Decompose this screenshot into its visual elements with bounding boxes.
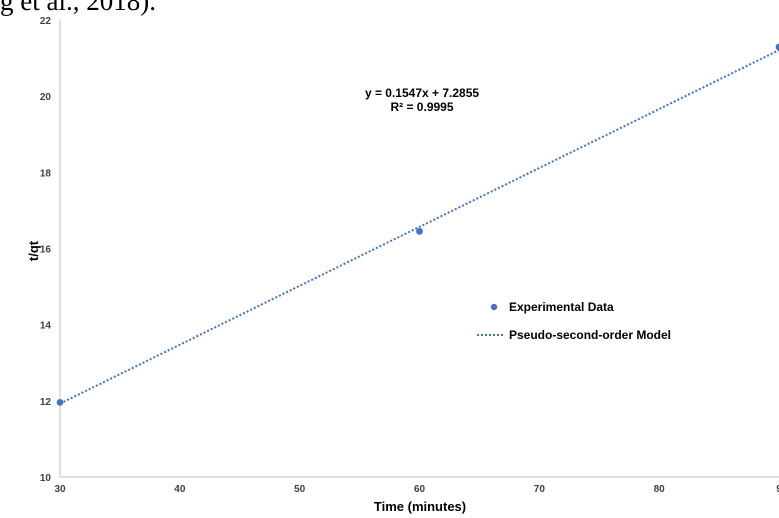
r-squared-label: R² = 0.9995 xyxy=(390,100,453,114)
x-tick-label: 80 xyxy=(654,484,666,495)
x-tick-label: 70 xyxy=(534,484,546,495)
legend-marker-experimental xyxy=(491,304,497,310)
data-point xyxy=(776,44,779,51)
data-point xyxy=(57,399,64,406)
y-axis-title: t/qt xyxy=(26,240,41,261)
y-tick-label: 18 xyxy=(40,168,52,179)
x-tick-label: 50 xyxy=(294,484,306,495)
y-tick-label: 12 xyxy=(40,397,52,408)
y-tick-label: 20 xyxy=(40,92,52,103)
y-tick-label: 22 xyxy=(40,16,52,27)
legend-label-experimental: Experimental Data xyxy=(509,300,614,314)
x-tick-label: 40 xyxy=(174,484,186,495)
y-tick-label: 16 xyxy=(40,245,52,256)
data-point xyxy=(416,228,423,235)
y-tick-label: 10 xyxy=(40,473,52,484)
x-tick-label: 30 xyxy=(54,484,66,495)
x-axis-title: Time (minutes) xyxy=(374,499,466,514)
x-tick-labels: 3040506070809 xyxy=(54,484,779,495)
y-tick-labels: 10 12 14 16 18 20 22 xyxy=(40,16,52,484)
legend: Experimental Data Pseudo-second-order Mo… xyxy=(477,300,671,342)
legend-label-model: Pseudo-second-order Model xyxy=(509,328,671,342)
y-tick-label: 14 xyxy=(40,321,52,332)
x-tick-label: 60 xyxy=(414,484,426,495)
trendline-equation: y = 0.1547x + 7.2855 xyxy=(365,86,479,100)
